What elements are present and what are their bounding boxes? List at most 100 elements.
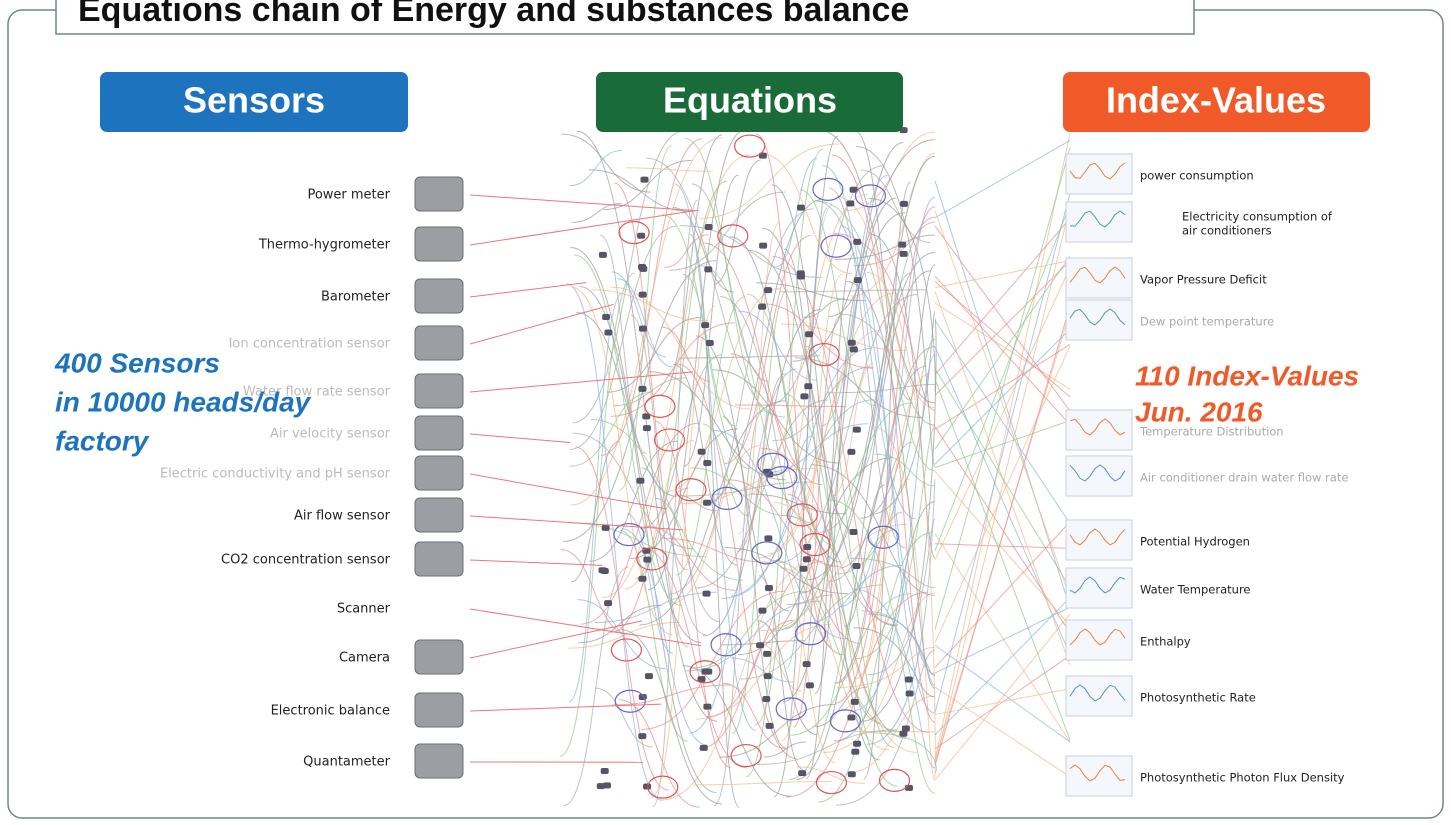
sensor-label: Quantameter bbox=[303, 755, 390, 770]
node bbox=[759, 243, 767, 249]
node bbox=[800, 393, 808, 399]
sensor-icon bbox=[415, 326, 463, 360]
node bbox=[848, 340, 856, 346]
node bbox=[705, 224, 713, 230]
index-thumbnail bbox=[1066, 620, 1132, 660]
node bbox=[599, 252, 607, 258]
node bbox=[700, 745, 708, 751]
sensor-icon bbox=[415, 279, 463, 313]
sensor-icon bbox=[415, 640, 463, 674]
sensor-label: Air velocity sensor bbox=[270, 427, 391, 442]
node bbox=[906, 691, 914, 697]
node bbox=[804, 383, 812, 389]
node bbox=[704, 266, 712, 272]
node bbox=[758, 608, 766, 614]
node bbox=[851, 699, 859, 705]
node bbox=[636, 478, 644, 484]
node bbox=[643, 557, 651, 563]
node bbox=[766, 723, 774, 729]
sensors-note: 400 Sensors bbox=[54, 347, 220, 378]
node bbox=[905, 676, 913, 682]
sensor-icon bbox=[415, 227, 463, 261]
index-thumbnail bbox=[1066, 520, 1132, 560]
node bbox=[900, 201, 908, 207]
node bbox=[639, 292, 647, 298]
node bbox=[703, 460, 711, 466]
index-thumbnail bbox=[1066, 258, 1132, 298]
node bbox=[846, 201, 854, 207]
sensors-header: Sensors bbox=[183, 80, 325, 121]
index-label: Potential Hydrogen bbox=[1140, 535, 1250, 549]
node bbox=[764, 535, 772, 541]
index-note: 110 Index-Values bbox=[1135, 360, 1359, 391]
index-thumbnail bbox=[1066, 300, 1132, 340]
node bbox=[899, 731, 907, 737]
node bbox=[643, 783, 651, 789]
sensor-label: Camera bbox=[339, 651, 390, 666]
node bbox=[602, 314, 610, 320]
node bbox=[602, 525, 610, 531]
sensor-icon bbox=[415, 456, 463, 490]
node bbox=[797, 205, 805, 211]
node bbox=[803, 556, 811, 562]
index-label: Air conditioner drain water flow rate bbox=[1140, 471, 1348, 485]
node bbox=[763, 651, 771, 657]
node bbox=[703, 704, 711, 710]
node bbox=[806, 682, 814, 688]
sensor-label: Ion concentration sensor bbox=[229, 337, 391, 352]
index-thumbnail bbox=[1066, 568, 1132, 608]
sensors-note: in 10000 heads/day bbox=[55, 386, 312, 417]
node bbox=[698, 449, 706, 455]
sensor-label: Scanner bbox=[337, 602, 391, 617]
index-label: power consumption bbox=[1140, 169, 1254, 183]
sensors-note: factory bbox=[55, 425, 150, 456]
sensor-label: Electronic balance bbox=[271, 704, 390, 719]
sensor-icon bbox=[415, 177, 463, 211]
sensor-icon bbox=[415, 693, 463, 727]
node bbox=[851, 749, 859, 755]
index-label: Electricity consumption of bbox=[1182, 210, 1333, 224]
node bbox=[643, 425, 651, 431]
node bbox=[638, 386, 646, 392]
sensor-icon bbox=[415, 498, 463, 532]
sensor-icon bbox=[415, 744, 463, 778]
node bbox=[847, 715, 855, 721]
equations-header: Equations bbox=[663, 80, 837, 121]
sensor-label: Barometer bbox=[321, 290, 391, 305]
sensor-label: Electric conductivity and pH sensor bbox=[160, 467, 391, 482]
index-label: Vapor Pressure Deficit bbox=[1140, 273, 1267, 287]
index-label: Photosynthetic Photon Flux Density bbox=[1140, 771, 1345, 785]
sensor-label: Power meter bbox=[307, 188, 390, 203]
node bbox=[756, 642, 764, 648]
node bbox=[803, 661, 811, 667]
index-label: air conditioners bbox=[1182, 224, 1272, 238]
node bbox=[803, 544, 811, 550]
index-label: Enthalpy bbox=[1140, 635, 1191, 649]
node bbox=[640, 177, 648, 183]
node bbox=[637, 233, 645, 239]
node bbox=[701, 322, 709, 328]
sensor-icon bbox=[415, 416, 463, 450]
node bbox=[597, 783, 605, 789]
index-thumbnail bbox=[1066, 756, 1132, 796]
sensor-label: Thermo-hygrometer bbox=[258, 238, 391, 253]
node bbox=[850, 346, 858, 352]
node bbox=[799, 566, 807, 572]
node bbox=[848, 771, 856, 777]
node bbox=[853, 427, 861, 433]
node bbox=[853, 239, 861, 245]
index-label: Photosynthetic Rate bbox=[1140, 691, 1256, 705]
sensor-icon bbox=[415, 542, 463, 576]
node bbox=[764, 287, 772, 293]
node bbox=[758, 304, 766, 310]
node bbox=[638, 733, 646, 739]
node bbox=[805, 331, 813, 337]
node bbox=[853, 741, 861, 747]
node bbox=[764, 673, 772, 679]
node bbox=[798, 770, 806, 776]
node bbox=[898, 242, 906, 248]
node bbox=[765, 585, 773, 591]
node bbox=[639, 326, 647, 332]
index-label: Dew point temperature bbox=[1140, 315, 1274, 329]
index-header: Index-Values bbox=[1106, 80, 1326, 121]
